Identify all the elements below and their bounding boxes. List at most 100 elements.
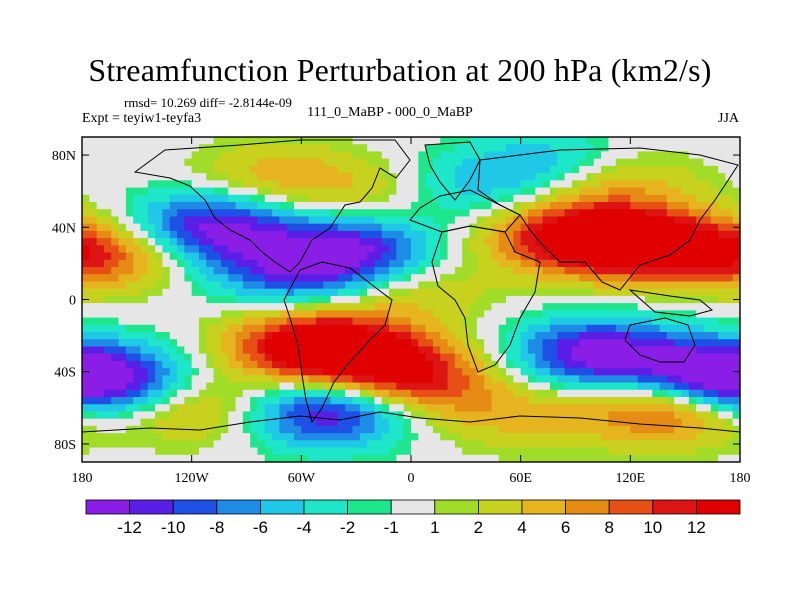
field-cell (688, 202, 719, 210)
field-cell (432, 216, 456, 225)
field-cell (82, 339, 120, 348)
field-cell (389, 165, 419, 174)
field-cell (308, 194, 368, 203)
field-cell (220, 368, 244, 376)
field-cell (177, 368, 193, 376)
field-cell (462, 158, 558, 167)
field-cell (242, 425, 251, 434)
field-cell (403, 425, 412, 434)
field-cell (498, 238, 514, 246)
field-cell (674, 411, 697, 420)
field-cell (469, 238, 485, 246)
field-cell (506, 382, 522, 391)
field-cell (294, 202, 412, 210)
field-cell (659, 382, 675, 391)
field-cell (242, 180, 280, 189)
field-cell (666, 397, 675, 405)
field-cell (250, 209, 273, 218)
field-cell (732, 404, 740, 413)
field-cell (147, 295, 207, 304)
field-cell (454, 144, 507, 153)
field-cell (184, 238, 200, 246)
field-cell (601, 151, 639, 160)
field-cell (82, 158, 185, 167)
field-cell (140, 238, 149, 246)
field-cell (579, 259, 734, 268)
field-cell (491, 404, 675, 413)
field-cell (228, 194, 251, 203)
experiment-difference-label: 111_0_MaBP - 000_0_MaBP (307, 105, 473, 120)
field-cell (674, 382, 690, 391)
field-cell (389, 259, 405, 268)
coastline-greenland (424, 141, 481, 201)
field-cell (513, 238, 522, 246)
field-cell (469, 245, 493, 254)
field-cell (140, 353, 156, 362)
field-cell (330, 144, 368, 153)
field-cell (352, 317, 390, 326)
field-cell (140, 382, 149, 391)
field-cell (82, 324, 127, 333)
field-cell (82, 295, 105, 304)
field-cell (147, 382, 164, 391)
field-cell (264, 339, 412, 348)
field-cell (476, 332, 500, 340)
field-cell (396, 238, 412, 246)
field-cell (710, 209, 734, 218)
field-cell (125, 187, 149, 196)
field-cell (82, 397, 112, 405)
field-cell (330, 375, 354, 384)
field-cell (396, 440, 412, 449)
field-cell (557, 353, 573, 362)
field-cell (732, 411, 740, 420)
field-cell (103, 295, 149, 304)
coastline-south-america (283, 261, 393, 424)
field-cell (469, 202, 493, 210)
field-cell (710, 180, 734, 189)
field-cell (476, 295, 507, 304)
field-cell (440, 151, 485, 160)
field-cell (527, 339, 544, 348)
field-cell (696, 433, 734, 441)
field-cell (125, 252, 134, 261)
field-cell (564, 267, 595, 275)
field-cell (147, 252, 156, 261)
field-cell (432, 339, 449, 348)
field-cell (454, 332, 471, 340)
field-cell (228, 187, 259, 196)
field-cell (82, 303, 295, 311)
field-cell (557, 389, 653, 398)
colorbar-box (696, 499, 741, 515)
field-cell (111, 216, 120, 225)
field-cell (82, 360, 127, 369)
x-tick-label: 180 (72, 471, 93, 486)
field-cell (177, 259, 185, 268)
field-cell (425, 144, 456, 153)
field-cell (323, 368, 434, 376)
field-cell (484, 288, 595, 297)
field-cell (169, 404, 178, 413)
field-cell (389, 245, 397, 254)
field-cell (169, 230, 178, 239)
field-cell (681, 375, 740, 384)
field-cell (454, 353, 463, 362)
field-cell (125, 209, 134, 218)
field-cell (198, 223, 251, 232)
field-cell (250, 267, 266, 275)
field-cell (191, 274, 207, 283)
field-cell (710, 404, 719, 413)
field-cell (359, 238, 383, 246)
colorbar-label: -4 (296, 518, 311, 537)
field-cell (111, 252, 127, 261)
field-cell (177, 245, 185, 254)
field-cell (557, 346, 573, 355)
field-cell (279, 180, 354, 189)
field-cell (257, 173, 354, 181)
field-cell (564, 209, 580, 218)
field-cell (535, 389, 558, 398)
field-cell (111, 353, 127, 362)
field-cell (82, 209, 98, 218)
field-cell (125, 360, 142, 369)
field-cell (133, 209, 149, 218)
field-cell (630, 339, 675, 348)
